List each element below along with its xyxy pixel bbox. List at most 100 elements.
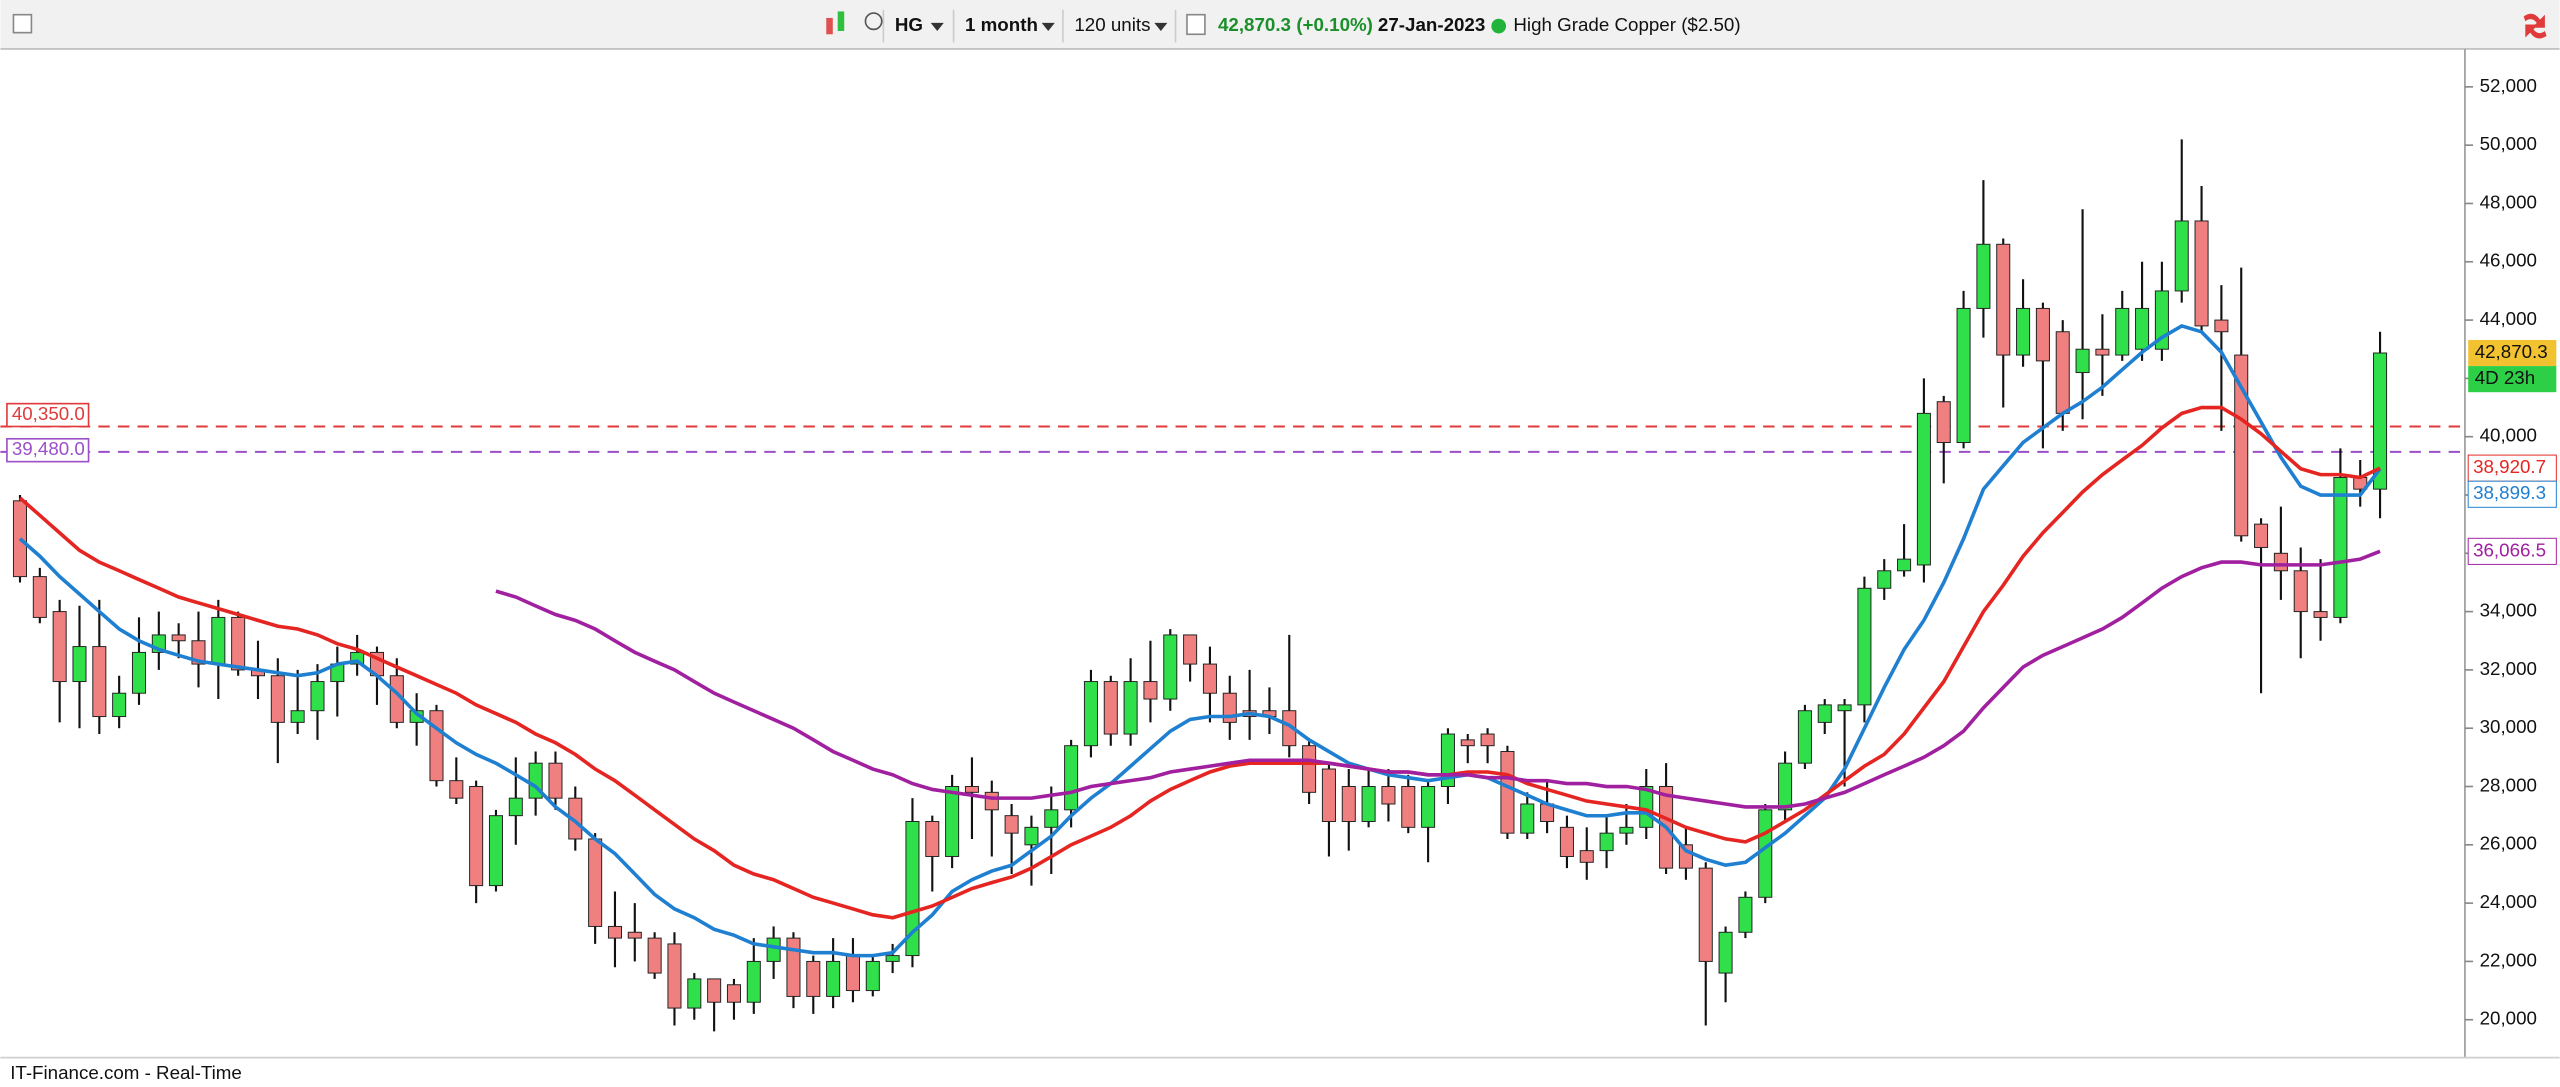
icon-part [826, 17, 833, 35]
y-tick-label: 22,000 [2480, 949, 2537, 970]
candle-body [885, 955, 900, 962]
ma-tag-label: 38,899.3 [2473, 482, 2546, 503]
y-tick-label: 46,000 [2480, 250, 2537, 271]
price-tag [2468, 339, 2557, 367]
candle-body [627, 931, 642, 939]
y-tick-label: 40,000 [2480, 425, 2537, 446]
candle-icon[interactable] [826, 11, 845, 35]
candle-body [2135, 307, 2150, 350]
candle-body [1520, 803, 1535, 834]
candle-body [1321, 768, 1336, 822]
candle-body [726, 984, 741, 1003]
y-tick-label: 20,000 [2480, 1008, 2537, 1029]
level-label: 39,480.0 [12, 438, 85, 459]
refresh-icon[interactable] [2523, 13, 2547, 39]
candle-body [964, 786, 979, 793]
candle-body [2016, 307, 2031, 356]
candle-body [32, 576, 47, 618]
candle-body [1401, 786, 1416, 828]
candle-body [826, 960, 841, 997]
interval[interactable]: 1 month [965, 14, 1038, 35]
candle-body [2035, 307, 2050, 362]
candle-body [1897, 558, 1912, 572]
candle-body [12, 500, 28, 578]
candle-body [508, 797, 523, 817]
candle-body [488, 815, 503, 887]
countdown-tag [2468, 366, 2557, 393]
candle-body [1183, 634, 1198, 665]
y-tick-label: 44,000 [2480, 308, 2537, 329]
level-tag [6, 437, 90, 463]
candle-body [2273, 552, 2288, 572]
price-change: (+0.10%) [1296, 14, 1373, 35]
price-tag-label: 42,870.3 [2475, 341, 2548, 362]
y-tick-label: 34,000 [2480, 600, 2537, 621]
icon-part [837, 11, 845, 32]
last-price: 42,870.3 [1218, 14, 1291, 35]
quote-date: 27-Jan-2023 [1378, 14, 1485, 35]
symbol[interactable]: HG [895, 14, 923, 35]
y-tick-label: 50,000 [2480, 133, 2537, 154]
candle-body [1163, 634, 1178, 700]
candle-body [925, 821, 940, 857]
checkbox[interactable] [12, 13, 33, 34]
candle-body [1698, 867, 1713, 962]
y-tick-label: 52,000 [2480, 75, 2537, 96]
ma-tag-label: 36,066.5 [2473, 539, 2546, 560]
y-tick-label: 48,000 [2480, 191, 2537, 212]
candle-body [1500, 751, 1515, 834]
moving-average-line [18, 323, 2382, 958]
source-label: IT-Finance.com - Real-Time [10, 1062, 242, 1083]
candle-body [2293, 570, 2308, 613]
candle-body [766, 937, 781, 962]
candle-body [449, 780, 464, 799]
candle-body [1361, 786, 1376, 822]
info-icon[interactable] [1186, 13, 1206, 36]
candle-body [607, 925, 622, 939]
candle-body [1004, 815, 1019, 834]
candle-body [1817, 704, 1832, 723]
candle-body [1579, 850, 1594, 863]
candle-body [746, 960, 761, 1003]
level-label: 40,350.0 [12, 403, 85, 424]
candle-body [588, 838, 603, 927]
ma-tag [2467, 537, 2557, 565]
candle-body [1797, 710, 1812, 764]
candle-body [984, 791, 999, 811]
candle-body [2174, 220, 2189, 292]
candle-body [1480, 733, 1495, 747]
search-icon[interactable] [864, 12, 883, 31]
candle-body [1044, 809, 1059, 828]
candle-body [112, 692, 127, 718]
candle-body [429, 710, 444, 782]
candle-body [1143, 681, 1158, 700]
units[interactable]: 120 units [1074, 14, 1150, 35]
candle-body [786, 937, 801, 997]
candle-body [211, 616, 226, 665]
candle-body [1302, 745, 1317, 793]
candle-body [1024, 826, 1039, 846]
candle-body [905, 821, 920, 957]
candle-body [310, 681, 325, 712]
candle-body [1123, 681, 1138, 735]
y-tick-label: 28,000 [2480, 774, 2537, 795]
candle-body [469, 786, 484, 887]
candle-body [1559, 826, 1574, 857]
candle-body [1599, 832, 1614, 852]
candle-body [2075, 348, 2090, 374]
candle-body [1936, 401, 1951, 444]
candle-body [231, 616, 246, 671]
dropdown-arrow[interactable] [1041, 22, 1055, 32]
dropdown-arrow[interactable] [930, 22, 944, 32]
candle-body [1877, 570, 1892, 589]
candle-body [2115, 307, 2130, 356]
y-tick-label: 30,000 [2480, 716, 2537, 737]
candle-body [865, 960, 880, 992]
y-tick-label: 32,000 [2480, 658, 2537, 679]
ma-tag-label: 38,920.7 [2473, 456, 2546, 477]
candle-body [945, 786, 960, 857]
ma-tag [2467, 480, 2557, 508]
dropdown-arrow[interactable] [1154, 22, 1168, 32]
